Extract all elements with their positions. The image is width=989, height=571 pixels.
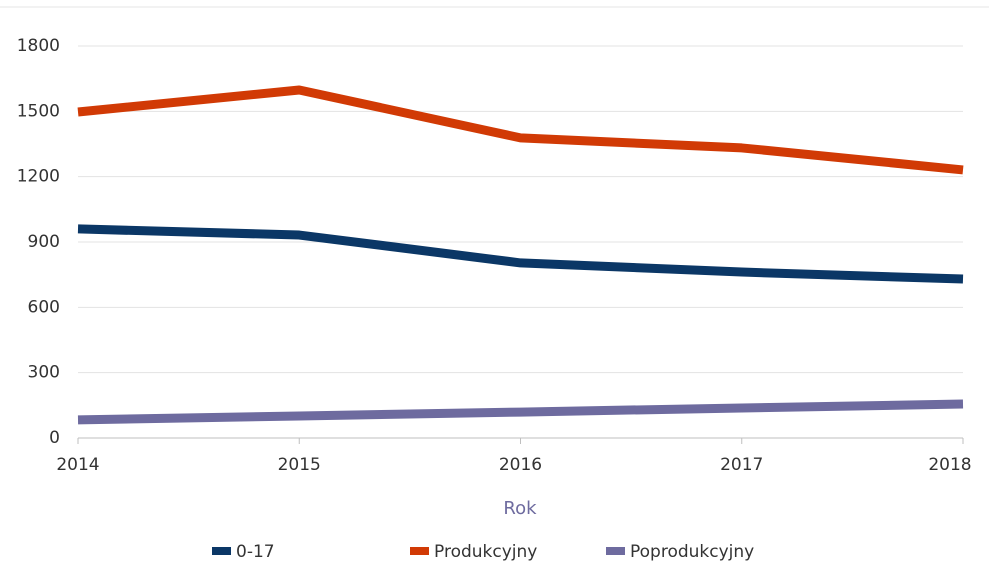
- x-tick-label: 2014: [56, 455, 99, 475]
- x-axis-label: Rok: [503, 498, 537, 519]
- y-tick-label: 1200: [17, 167, 60, 187]
- x-tick-label: 2017: [720, 455, 763, 475]
- series-line: [77, 85, 964, 175]
- legend-label: Poprodukcyjny: [630, 542, 754, 562]
- y-tick-label: 0: [49, 428, 60, 448]
- y-tick-label: 1800: [17, 36, 60, 56]
- x-tick-label: 2015: [278, 455, 321, 475]
- legend-swatch: [212, 547, 231, 555]
- y-tick-label: 600: [28, 297, 60, 317]
- series-line: [77, 399, 964, 425]
- legend-label: 0-17: [236, 542, 275, 562]
- x-tick-label: 2016: [499, 455, 542, 475]
- y-tick-label: 300: [28, 363, 60, 383]
- legend-swatch: [410, 547, 429, 555]
- legend-label: Produkcyjny: [434, 542, 537, 562]
- x-tick-label: 2018: [928, 455, 971, 475]
- y-tick-label: 1500: [17, 101, 60, 121]
- series-line: [77, 224, 964, 284]
- legend-swatch: [606, 547, 625, 555]
- y-tick-label: 900: [28, 232, 60, 252]
